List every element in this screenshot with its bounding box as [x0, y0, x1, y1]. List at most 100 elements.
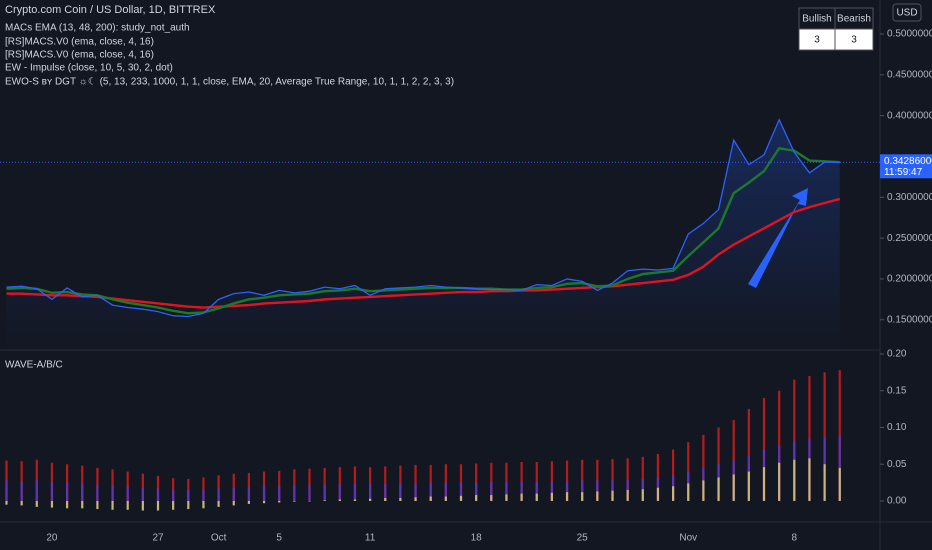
currency[interactable]: USD — [896, 8, 917, 19]
y-tick-label: 0.15 — [887, 385, 907, 396]
histogram-bar — [823, 372, 826, 501]
histogram-bar — [505, 494, 508, 501]
histogram-bar — [535, 493, 538, 501]
histogram-bar — [156, 500, 160, 511]
histogram-bar — [20, 481, 23, 501]
histogram-bar — [429, 496, 432, 501]
histogram-bar — [505, 481, 508, 501]
histogram-bar — [338, 499, 341, 501]
histogram-bar — [66, 500, 69, 509]
pane-title: WAVE-A/B/C — [5, 360, 63, 371]
histogram-bar — [823, 464, 826, 501]
indicator: EW - Impulse (close, 10, 5, 30, 2, dot) — [5, 63, 173, 74]
histogram-bar — [353, 466, 357, 501]
histogram-bar — [323, 484, 326, 501]
histogram-bar — [247, 500, 250, 504]
x-tick-label: 20 — [46, 533, 58, 544]
histogram-bar — [126, 500, 129, 510]
histogram-bar — [217, 475, 220, 501]
histogram-bar — [308, 484, 311, 501]
histogram-bar — [535, 481, 538, 501]
last-price-box — [880, 154, 932, 179]
histogram-bar — [141, 487, 144, 501]
histogram-bar — [262, 500, 266, 504]
histogram-bar — [611, 490, 614, 501]
histogram-bar — [490, 495, 493, 501]
histogram-bar — [747, 471, 750, 501]
last-price-label: 0.34286000 — [884, 156, 932, 167]
indicator: [RS]MACS.V0 (ema, close, 4, 16) — [5, 37, 154, 48]
histogram-bar — [247, 487, 250, 501]
histogram-bar — [172, 500, 175, 510]
histogram-bar — [762, 467, 766, 501]
histogram-bar — [353, 484, 357, 501]
y-tick-label: 0.00 — [887, 496, 907, 507]
histogram-bar — [565, 481, 569, 501]
histogram-bar — [5, 500, 8, 505]
histogram-bar — [35, 500, 38, 507]
histogram-bar — [111, 469, 114, 501]
histogram-bar — [687, 442, 690, 501]
x-tick-label: Oct — [211, 533, 227, 544]
histogram-bar — [459, 482, 463, 501]
table-cell — [834, 28, 874, 51]
histogram-bar — [81, 483, 84, 501]
price-line — [6, 118, 840, 318]
histogram-bar — [111, 485, 114, 501]
histogram-bar — [96, 467, 99, 501]
histogram-bar — [611, 459, 614, 501]
histogram-bar — [444, 496, 447, 501]
histogram-bar — [384, 498, 387, 501]
histogram-bar — [793, 459, 796, 501]
histogram-bar — [202, 500, 205, 509]
histogram-bar — [278, 500, 281, 503]
histogram-bar — [217, 500, 220, 507]
currency-box[interactable] — [892, 3, 922, 22]
x-tick-label: 25 — [577, 533, 589, 544]
histogram-bar — [414, 497, 417, 501]
histogram-bar — [96, 500, 99, 510]
histogram-bar — [429, 464, 432, 501]
histogram-bar — [459, 495, 463, 501]
x-tick-label: 5 — [276, 533, 282, 544]
histogram-bar — [172, 478, 175, 501]
chart-title: Crypto.com Coin / US Dollar, 1D, BITTREX — [5, 4, 216, 16]
histogram-bar — [156, 488, 160, 501]
histogram-bar — [232, 473, 235, 501]
histogram-bar — [641, 489, 644, 501]
histogram-bar — [308, 500, 311, 502]
histogram-bar — [81, 500, 84, 509]
histogram-bar — [414, 464, 417, 501]
signal-table: Bullish Bearish 3 3 — [798, 7, 874, 51]
histogram-bar — [565, 492, 569, 501]
histogram-bar — [490, 481, 493, 501]
countdown: 11:59:47 — [884, 167, 923, 178]
histogram-bar — [323, 500, 326, 501]
histogram-bar — [656, 487, 660, 501]
x-tick-label: 8 — [792, 533, 798, 544]
histogram-bar — [187, 500, 190, 510]
histogram-bar — [217, 488, 220, 501]
x-tick-label: 11 — [365, 533, 376, 544]
histogram-bar — [232, 500, 235, 506]
table-header: Bearish — [837, 14, 871, 25]
histogram-bar — [520, 481, 523, 501]
histogram-bar — [596, 491, 599, 501]
histogram-bar — [293, 500, 296, 502]
histogram-bar — [687, 483, 690, 501]
indicator: MACs EMA (13, 48, 200): study_not_auth — [5, 23, 190, 34]
histogram-bar — [596, 480, 599, 501]
histogram-bar — [672, 486, 675, 501]
histogram-bar — [232, 487, 235, 501]
histogram-bar — [323, 467, 326, 501]
histogram-bar — [778, 462, 781, 501]
histogram-bar — [747, 409, 750, 501]
histogram-bar — [96, 484, 99, 501]
histogram-bar — [717, 477, 720, 501]
